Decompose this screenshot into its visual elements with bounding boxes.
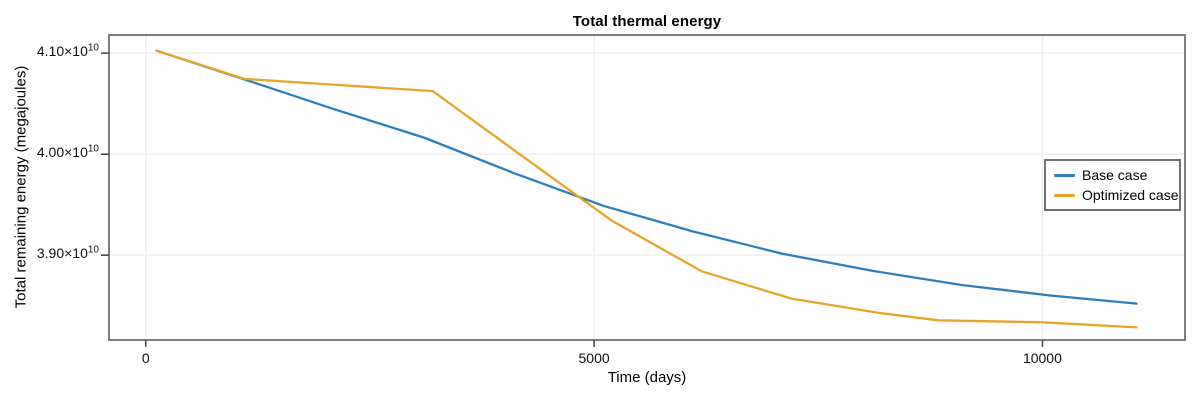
legend: Base case Optimized case <box>1044 159 1181 211</box>
x-tick-label: 0 <box>141 350 150 366</box>
x-axis-label: Time (days) <box>607 369 687 386</box>
legend-item-base-case: Base case <box>1054 167 1171 183</box>
y-tick-label: 3.90×1010 <box>36 244 99 262</box>
plot-border <box>108 34 1186 341</box>
x-tick-label: 10000 <box>1022 350 1062 366</box>
y-tick-label: 4.10×1010 <box>36 42 99 60</box>
x-tick-label: 5000 <box>578 350 610 366</box>
legend-label-base-case: Base case <box>1082 167 1148 183</box>
y-axis-label: Total remaining energy (megajoules) <box>12 65 30 309</box>
legend-label-optimized-case: Optimized case <box>1082 187 1179 203</box>
y-tick-label: 4.00×1010 <box>36 143 99 161</box>
chart-title: Total thermal energy <box>572 13 722 30</box>
series-line-base-case <box>155 49 1138 305</box>
legend-swatch-optimized-case <box>1054 193 1075 197</box>
legend-swatch-base-case <box>1054 173 1075 177</box>
series-line-optimized-case <box>155 49 1138 329</box>
legend-item-optimized-case: Optimized case <box>1054 187 1178 203</box>
